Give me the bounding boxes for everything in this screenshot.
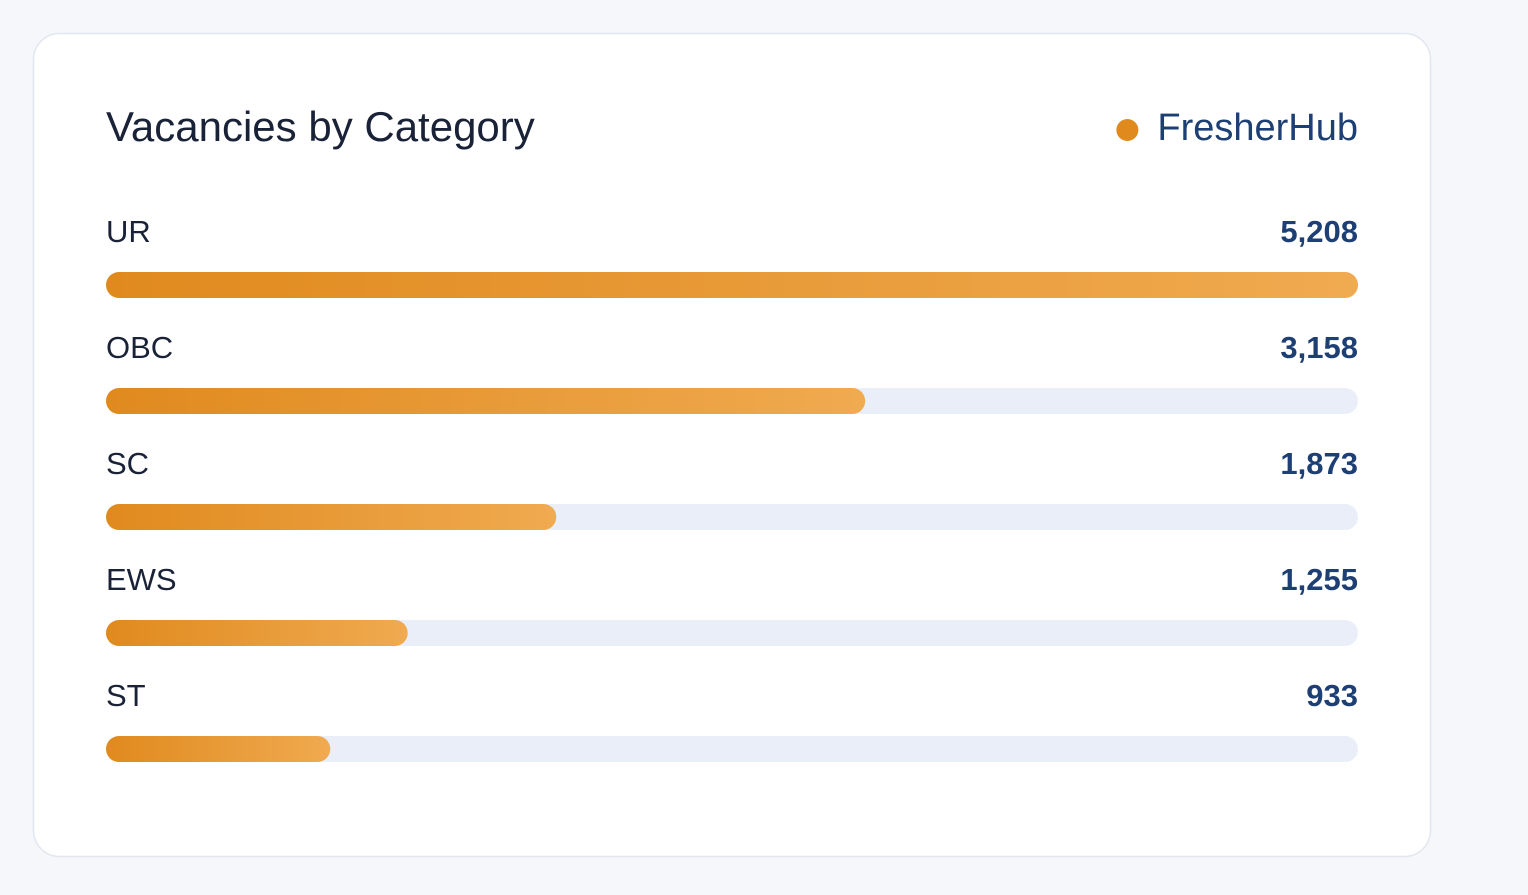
bar	[106, 736, 331, 762]
bar	[106, 504, 557, 530]
chart-title: Vacancies by Category	[106, 103, 535, 150]
bar-track	[106, 620, 1358, 646]
card	[32, 32, 1432, 858]
value-label: 5,208	[1280, 214, 1358, 249]
value-label: 1,255	[1280, 562, 1358, 597]
legend-label: FresherHub	[1157, 107, 1358, 149]
category-label: UR	[106, 214, 151, 249]
value-label: 1,873	[1280, 446, 1358, 481]
category-label: OBC	[106, 330, 173, 365]
category-label: EWS	[106, 562, 177, 597]
category-label: ST	[106, 678, 146, 713]
value-label: 3,158	[1280, 330, 1358, 365]
bar	[106, 388, 866, 414]
bar-track	[106, 736, 1358, 762]
bar	[106, 620, 408, 646]
value-label: 933	[1306, 678, 1358, 713]
bar	[106, 272, 1358, 298]
legend-dot	[1116, 119, 1139, 141]
category-label: SC	[106, 446, 149, 481]
